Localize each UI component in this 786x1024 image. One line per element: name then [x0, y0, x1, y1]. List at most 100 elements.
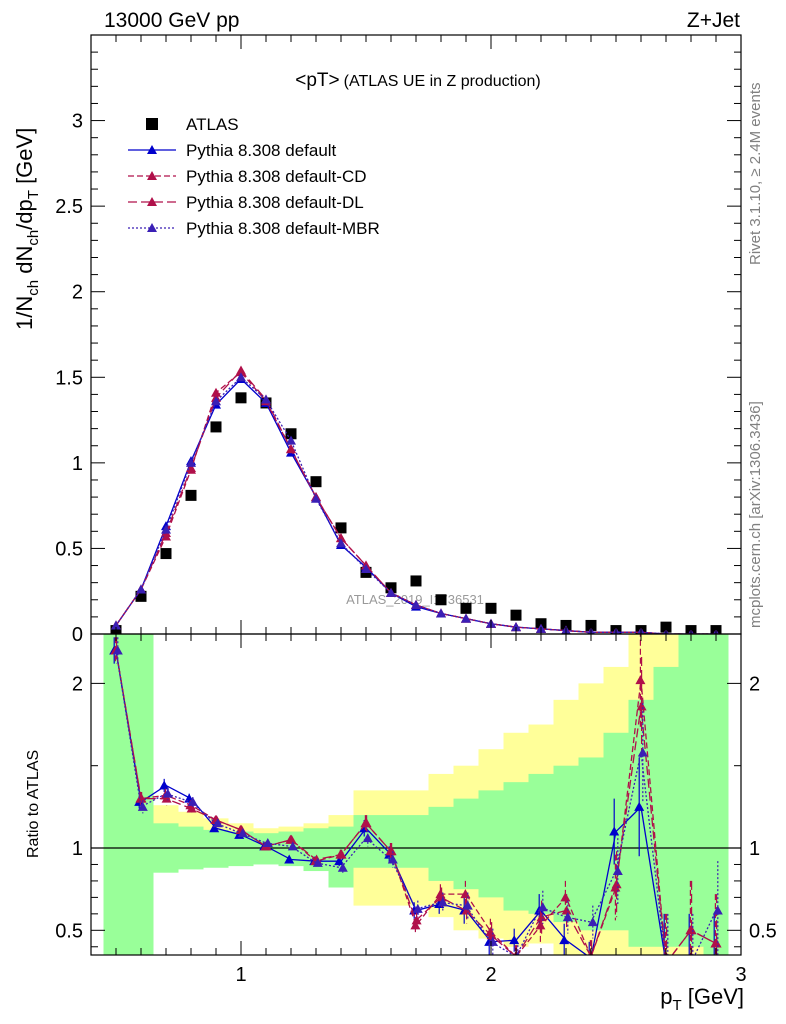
ratio-point [361, 818, 372, 828]
main-point [411, 599, 421, 609]
ratio-point [663, 958, 673, 967]
atlas-data-point [160, 548, 172, 560]
atlas-data-point [235, 392, 247, 404]
band-green [653, 666, 679, 947]
main-point [436, 608, 446, 618]
main-point [361, 563, 371, 573]
ratio-point [634, 801, 645, 811]
ratio-point [659, 958, 669, 967]
ratio-point [312, 857, 323, 867]
rivet-label: Rivet 3.1.10, ≥ 2.4M events [747, 83, 764, 266]
ratio-point [535, 920, 546, 930]
main-point [286, 435, 296, 445]
ratio-point [262, 838, 273, 848]
legend-marker [147, 171, 157, 180]
ratio-uncertainty-bands [103, 634, 729, 955]
ratio-point [186, 803, 197, 813]
legend-marker [147, 145, 157, 154]
ratio-point [688, 958, 698, 967]
legend-label: ATLAS [186, 115, 239, 134]
plot-title: <pT> (ATLAS UE in Z production) [295, 70, 540, 91]
ratio-point [286, 834, 297, 844]
atlas-data-point [285, 428, 297, 440]
ratio-point [337, 862, 348, 872]
atlas-data-point [335, 522, 347, 534]
main-point [211, 396, 221, 406]
ratio-series-3 [112, 637, 723, 967]
ratio-point [486, 930, 497, 940]
atlas-data-point [485, 602, 497, 614]
ratio-point [336, 849, 347, 859]
main-series-4 [111, 372, 719, 634]
main-y-axis-title: 1/Nch dNch/dpT [GeV] [12, 128, 42, 330]
band-green [503, 782, 529, 911]
ratio-point [137, 801, 148, 811]
ratio-point [662, 958, 672, 967]
atlas-data-point [185, 489, 197, 501]
main-y-tick-label: 3 [72, 111, 83, 133]
ratio-point [112, 645, 123, 655]
ratio-point [187, 796, 198, 806]
main-point [111, 620, 121, 630]
legend-entry: Pythia 8.308 default-DL [128, 193, 364, 212]
ratio-point [711, 938, 722, 948]
atlas-data-point [510, 609, 522, 621]
main-y-tick-label: 0.5 [55, 538, 83, 560]
main-y-tick-label: 1 [72, 453, 83, 475]
legend-label: Pythia 8.308 default [186, 141, 337, 160]
main-y-tick-label: 2.5 [55, 196, 83, 218]
x-tick-label: 2 [485, 964, 496, 986]
atlas-data-point [135, 590, 147, 602]
atlas-data-point [385, 582, 397, 594]
ratio-point [161, 793, 172, 803]
ratio-series-2 [111, 637, 722, 967]
axis-ticks: 1 2 300.511.522.530.5 0.51 12 2 [55, 35, 777, 986]
ratio-point [362, 833, 373, 843]
main-point [286, 444, 296, 454]
band-green [578, 757, 604, 931]
legend-entry: ATLAS [146, 115, 239, 134]
main-point [511, 622, 521, 632]
ratio-point [536, 912, 547, 922]
atlas-data-point [435, 594, 447, 606]
ratio-y-tick-label-right: 2 [749, 673, 760, 695]
legend-marker [147, 223, 157, 232]
ratio-point [709, 958, 719, 967]
band-green [428, 806, 454, 881]
mcplots-label: mcplots.cern.ch [arXiv:1306.3436] [747, 401, 764, 628]
ratio-y-tick-label-right: 0.5 [749, 920, 777, 942]
band-green [203, 829, 229, 868]
main-point [261, 394, 271, 404]
main-point [336, 538, 346, 548]
ratio-point [460, 889, 471, 899]
atlas-data-point [410, 575, 422, 587]
main-point [386, 587, 396, 597]
ratio-point [436, 892, 447, 902]
legend-label: Pythia 8.308 default-MBR [186, 219, 380, 238]
ratio-point [560, 892, 571, 902]
main-y-tick-label: 2 [72, 282, 83, 304]
band-green [103, 634, 129, 955]
atlas-data-point [535, 618, 547, 630]
main-y-tick-label: 1.5 [55, 367, 83, 389]
ratio-point [611, 879, 622, 889]
x-axis-title: pT [GeV] [660, 984, 744, 1014]
ratio-point [386, 846, 397, 856]
ratio-y-axis-title: Ratio to ATLAS [25, 750, 42, 858]
atlas-data-point [310, 476, 322, 488]
main-point [161, 524, 171, 534]
legend-marker [147, 197, 157, 206]
ratio-point [636, 701, 647, 711]
ratio-series-layer [109, 634, 723, 967]
ratio-point [411, 915, 422, 925]
ratio-point [237, 828, 248, 838]
ratio-point [410, 920, 421, 930]
ratio-y-tick-label: 0.5 [55, 920, 83, 942]
legend-label: Pythia 8.308 default-CD [186, 167, 367, 186]
main-point [236, 365, 246, 375]
ratio-y-tick-label: 1 [72, 838, 83, 860]
main-point [461, 613, 471, 623]
ratio-point [537, 902, 548, 912]
main-point [311, 493, 321, 503]
